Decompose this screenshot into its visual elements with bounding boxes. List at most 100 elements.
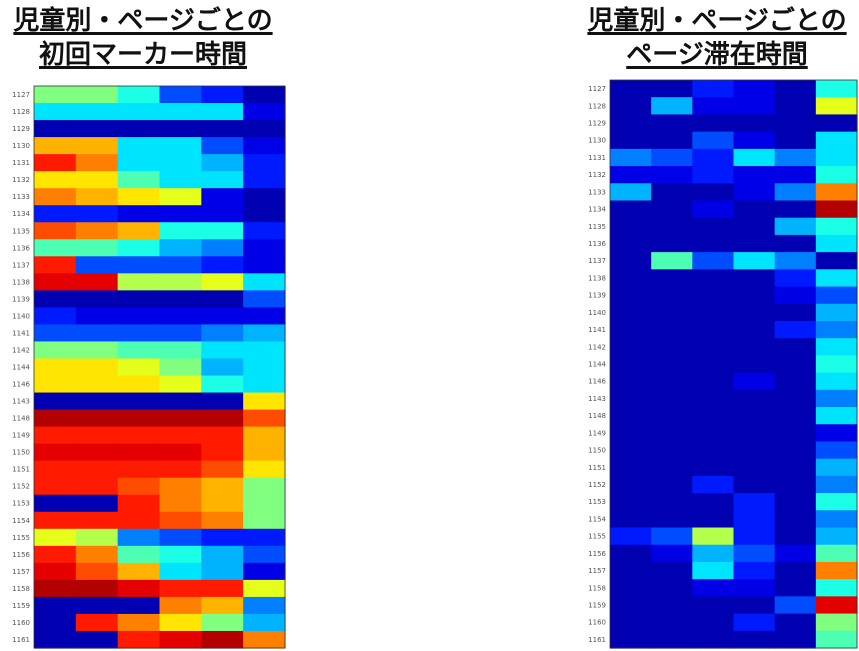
heatmap-cell [692,80,735,98]
row-tick-label: 1143 [12,398,30,406]
heatmap-cell [815,630,858,649]
row-tick-label: 1136 [12,244,30,252]
heatmap-cell [117,222,161,240]
heatmap-cell [34,307,77,326]
heatmap-cell [117,375,161,394]
heatmap-cell [692,372,735,391]
heatmap-cell [159,443,202,462]
heatmap-cell [651,493,693,511]
heatmap-cell [692,234,735,253]
heatmap-cell [117,324,161,343]
heatmap-cell [159,341,202,360]
heatmap-cell [692,286,735,305]
heatmap-cell [243,103,286,121]
heatmap-cell [610,407,652,425]
heatmap-cell [75,358,119,377]
row-tick-label: 1142 [12,346,30,354]
heatmap-cell [651,372,693,391]
heatmap-cell [243,154,286,172]
heatmap-cell [692,252,735,270]
heatmap-cell [774,527,817,546]
heatmap-cell [692,510,735,529]
heatmap-cell [159,86,202,104]
row-tick-label: 1127 [12,91,30,99]
heatmap-cell [243,222,286,240]
heatmap-cell [159,375,202,394]
heatmap-cell [243,409,286,428]
heatmap-cell [610,493,652,511]
heatmap-cell [610,630,652,649]
heatmap-cell [610,217,652,236]
heatmap-cell [610,372,652,391]
heatmap-cell [34,171,77,189]
heatmap-cell [774,579,817,597]
heatmap-cell [117,409,161,428]
heatmap-cell [692,355,735,374]
heatmap-cell [243,171,286,189]
row-tick-label: 1134 [12,210,30,218]
heatmap-cell [774,252,817,270]
heatmap-cell [610,234,652,253]
heatmap-cell [117,205,161,223]
heatmap-cell [815,320,858,339]
heatmap-cell [815,269,858,288]
heatmap-cell [651,441,693,460]
heatmap-cell [774,269,817,288]
heatmap-cell [159,103,202,121]
heatmap-cell [692,441,735,460]
heatmap-cell [651,407,693,425]
heatmap-cell [34,494,77,513]
heatmap-cell [815,544,858,563]
row-tick-label: 1158 [12,585,30,593]
heatmap-cell [774,493,817,511]
heatmap-left-title-line-2: 初回マーカー時間 [38,40,247,70]
heatmap-cell [243,137,286,155]
heatmap-cell [75,290,119,308]
row-tick-label: 1139 [12,295,30,303]
heatmap-cell [692,561,735,580]
row-tick-label: 1153 [588,498,606,506]
heatmap-cell [815,596,858,615]
heatmap-cell [75,477,119,496]
heatmap-cell [34,205,77,223]
heatmap-cell [733,80,776,98]
heatmap-cell [159,205,202,223]
heatmap-cell [692,166,735,184]
heatmap-cell [243,596,286,615]
heatmap-cell [651,114,693,133]
heatmap-cell [610,200,652,219]
heatmap-cell [774,561,817,580]
heatmap-cell [34,596,77,615]
heatmap-cell [117,596,161,615]
heatmap-cell [610,114,652,133]
heatmap-cell [34,120,77,138]
heatmap-cell [733,166,776,184]
heatmap-cell [201,562,244,581]
heatmap-cell [201,290,244,308]
heatmap-frame [33,85,286,649]
heatmap-cell [692,407,735,425]
row-tick-label: 1146 [12,381,30,389]
heatmap-cell [733,493,776,511]
heatmap-cell [733,613,776,632]
heatmap-cell [75,562,119,581]
heatmap-cell [733,389,776,408]
row-tick-label: 1150 [588,447,606,455]
heatmap-cell [610,475,652,494]
heatmap-cell [117,188,161,206]
heatmap-cell [774,320,817,339]
heatmap-cell [75,426,119,445]
heatmap-cell [692,183,735,202]
heatmap-cell [815,80,858,98]
heatmap-cell [692,269,735,288]
heatmap-cell [201,171,244,189]
heatmap-cell [651,303,693,322]
heatmap-cell [774,131,817,150]
heatmap-cell [774,441,817,460]
heatmap-cell [692,131,735,150]
heatmap-cell [117,477,161,496]
heatmap-cell [651,630,693,649]
heatmap-cell [159,596,202,615]
heatmap-cell [651,234,693,253]
heatmap-cell [243,273,286,291]
